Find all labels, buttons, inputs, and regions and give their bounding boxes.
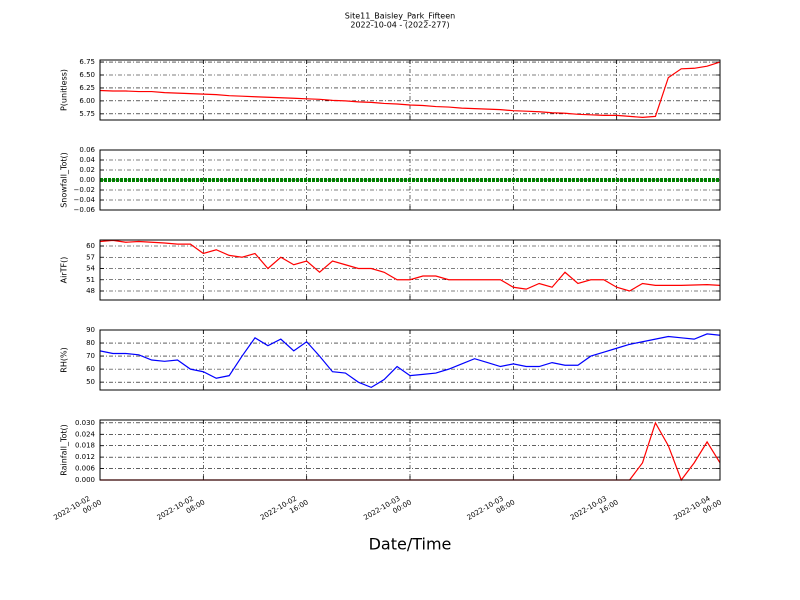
x-tick-label: 2022-10-0300:00 [362,491,413,530]
y-tick-label: 0.00 [79,176,95,184]
data-line [99,61,721,119]
y-tick-label: 0.000 [75,476,95,484]
x-tick-label: 2022-10-0216:00 [259,491,310,530]
y-tick-label: 50 [86,378,95,386]
data-line [99,333,721,389]
y-tick-label: 6.00 [79,97,95,105]
x-tick-label: 2022-10-0400:00 [672,491,723,530]
y-tick-label: 0.02 [79,166,95,174]
y-tick-label: 0.018 [75,442,95,450]
y-axis-label: Rainfall_Tot() [60,424,69,476]
y-tick-label: 60 [86,242,95,250]
y-tick-label: 5.75 [79,110,95,118]
data-line [99,239,721,292]
x-tick-label: 2022-10-0308:00 [466,491,517,530]
y-tick-label: 0.030 [75,419,95,427]
y-tick-label: −0.04 [74,196,96,204]
y-tick-label: −0.06 [74,206,96,214]
y-axis-label: AirTF() [60,257,69,284]
y-tick-label: 54 [86,265,95,273]
y-tick-label: 60 [86,365,95,373]
y-tick-label: 0.024 [75,430,96,438]
y-axis-label: P(unitless) [60,69,69,111]
y-tick-label: 80 [86,339,95,347]
y-tick-label: 6.25 [79,84,95,92]
x-tick-label: 2022-10-0316:00 [569,491,620,530]
plot-frame [99,149,721,211]
y-axis-label: RH(%) [60,347,69,372]
y-tick-label: 70 [86,352,95,360]
y-tick-label: 6.50 [79,71,95,79]
chart-title: Site11_Baisley_Park_Fifteen [345,12,455,21]
chart-subtitle: 2022-10-04 - (2022-277) [350,21,449,30]
y-tick-label: 6.75 [79,58,95,66]
plot-frame [99,59,721,121]
y-tick-label: 0.006 [75,465,96,473]
y-tick-label: 51 [86,276,95,284]
y-tick-label: 48 [86,287,95,295]
plot-frame [99,239,721,301]
plot-frame [99,329,721,391]
x-tick-label: 2022-10-0200:00 [52,491,103,530]
y-tick-label: −0.02 [74,186,95,194]
y-tick-label: 0.06 [79,146,95,154]
plot-frame [99,419,721,481]
y-tick-label: 57 [86,253,95,261]
y-tick-label: 0.012 [75,453,95,461]
x-axis-label: Date/Time [369,535,452,554]
y-tick-label: 0.04 [79,156,95,164]
x-tick-label: 2022-10-0208:00 [156,491,207,530]
y-tick-label: 90 [86,326,95,334]
y-axis-label: Snowfall_Tot() [60,152,69,208]
